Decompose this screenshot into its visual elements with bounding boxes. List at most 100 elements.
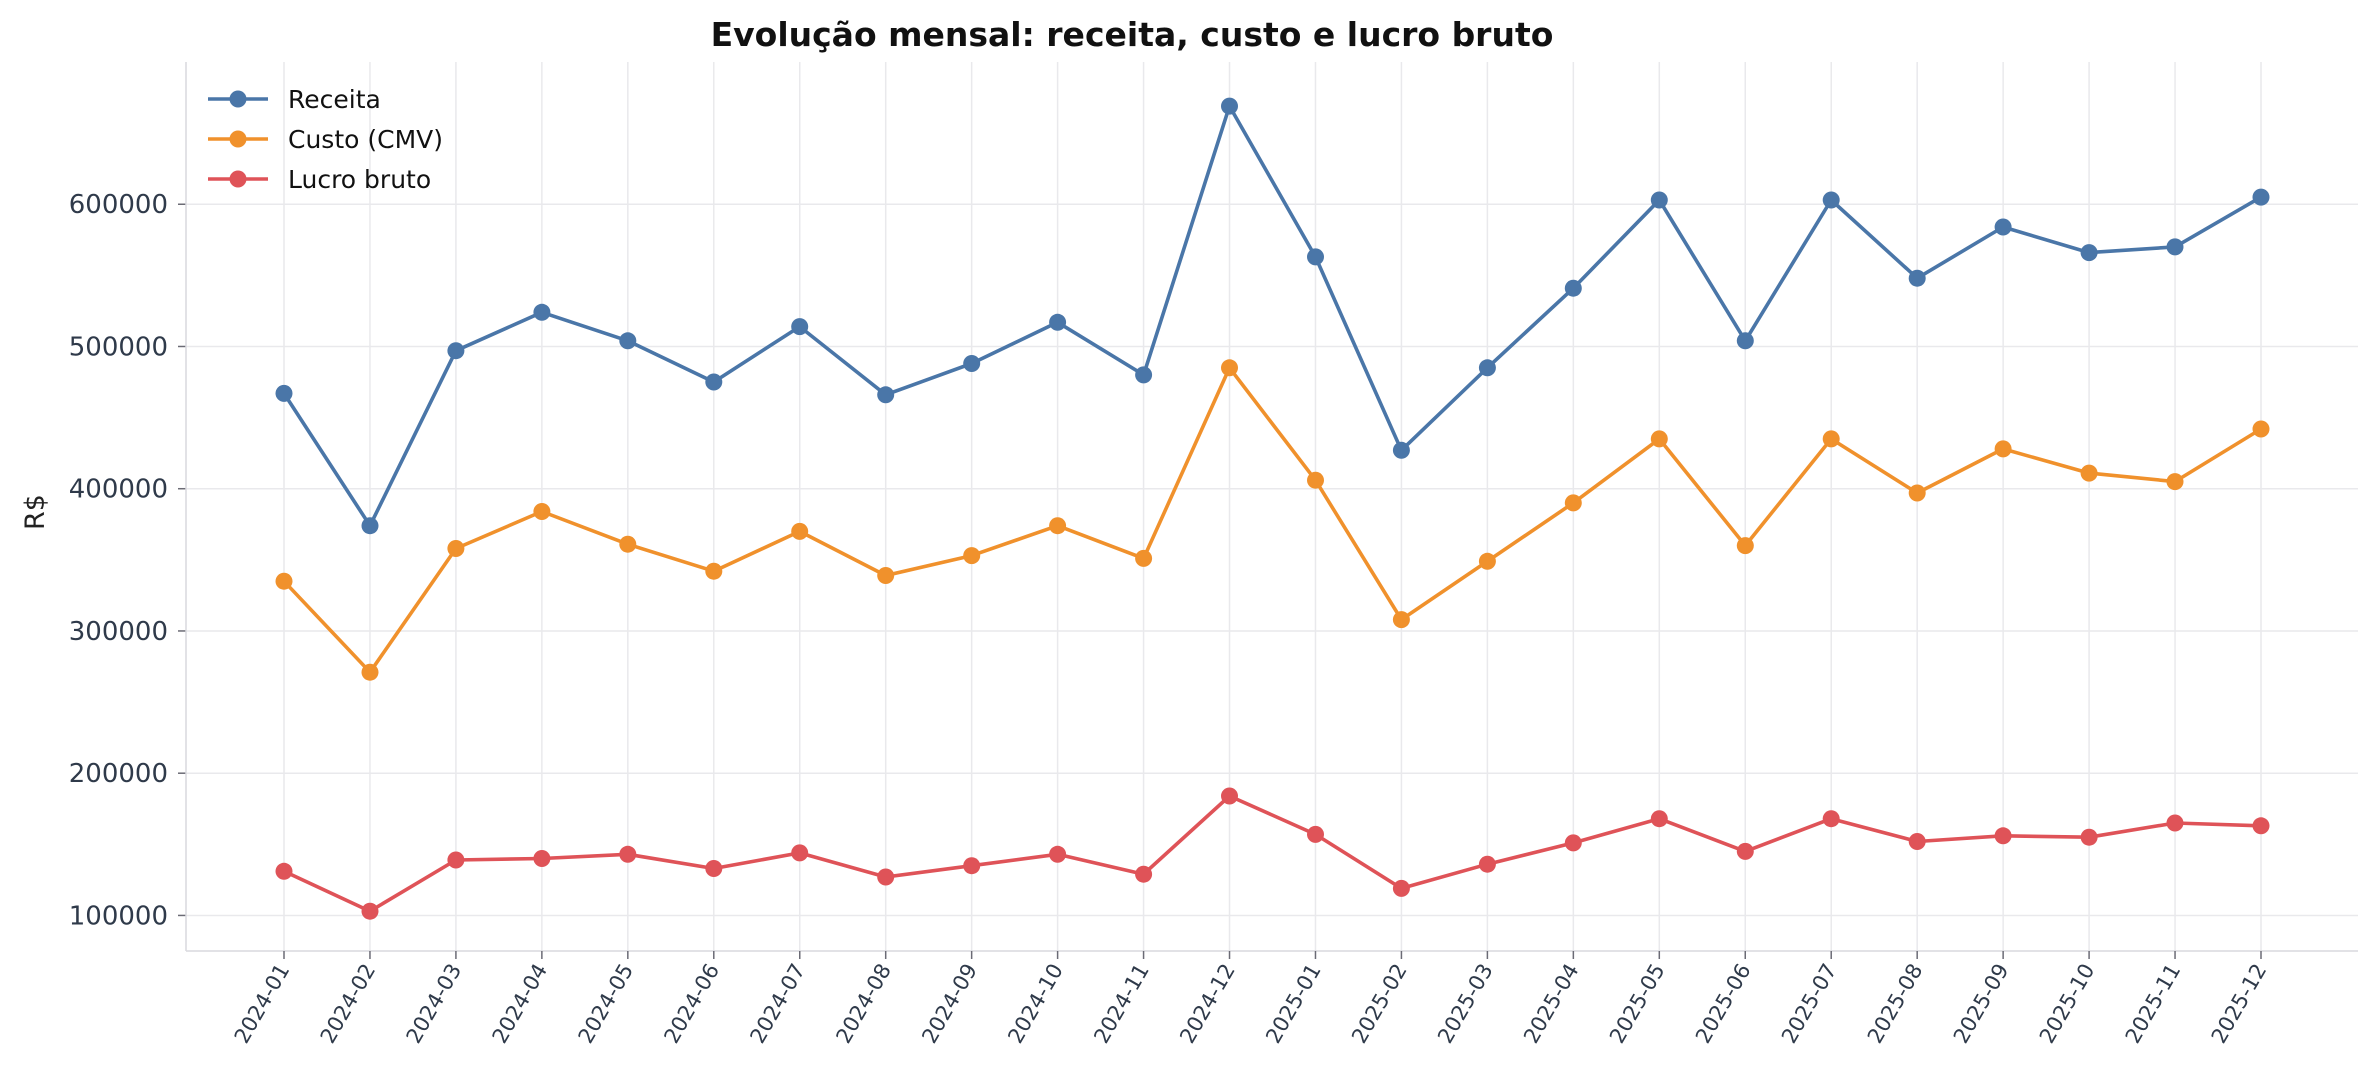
y-tick-label: 600000 (69, 190, 168, 220)
legend-label: Lucro bruto (288, 165, 431, 194)
data-point (619, 845, 637, 863)
x-tick-label: 2025-09 (1949, 959, 2014, 1047)
data-point (1822, 430, 1840, 448)
data-point (1994, 440, 2012, 458)
data-point (361, 902, 379, 920)
data-point (2166, 814, 2184, 832)
x-tick-label: 2024-10 (1003, 960, 1068, 1048)
data-point (1392, 879, 1410, 897)
x-tick-label: 2025-03 (1433, 960, 1498, 1048)
data-point (877, 868, 895, 886)
x-tick-label: 2025-01 (1261, 960, 1326, 1048)
x-tick-label: 2025-11 (2121, 960, 2186, 1048)
data-point (877, 567, 895, 584)
x-tick-label: 2025-10 (2035, 960, 2100, 1048)
data-point (1822, 810, 1840, 828)
y-axis-label: R$ (20, 494, 51, 530)
x-tick-label: 2024-02 (316, 960, 381, 1048)
data-point (447, 342, 465, 360)
data-point (1908, 833, 1926, 850)
x-tick-label: 2025-07 (1777, 960, 1842, 1048)
x-tick-label: 2025-06 (1691, 960, 1756, 1048)
data-point (2166, 473, 2184, 491)
x-tick-label: 2024-08 (831, 960, 896, 1048)
x-tick-label: 2024-05 (573, 960, 638, 1048)
data-point (1307, 471, 1324, 489)
x-tick-label: 2024-03 (402, 960, 467, 1048)
data-point (1564, 834, 1582, 852)
data-point (1736, 537, 1754, 555)
data-point (1049, 845, 1067, 863)
data-point (1908, 484, 1926, 502)
y-tick-label: 200000 (69, 759, 168, 789)
data-point (1392, 611, 1410, 629)
x-tick-label: 2024-09 (917, 959, 982, 1047)
data-point (705, 860, 723, 877)
series-line (283, 794, 2262, 914)
data-point (361, 517, 379, 535)
series-0 (275, 97, 2270, 535)
data-point (1307, 825, 1324, 843)
x-tick-label: 2025-02 (1347, 960, 1412, 1048)
x-tick-label: 2024-01 (230, 960, 295, 1048)
legend: Receita Custo (CMV) Lucro bruto (208, 85, 443, 194)
data-point (2080, 464, 2098, 482)
data-point (963, 355, 981, 372)
y-tick-label: 300000 (69, 617, 168, 647)
series-layer (275, 97, 2270, 920)
x-tick-label: 2025-08 (1863, 960, 1928, 1048)
data-point (533, 850, 551, 867)
data-point (791, 522, 809, 540)
data-point (1135, 366, 1153, 384)
data-point (619, 332, 637, 350)
data-point (1736, 332, 1754, 350)
data-point (1392, 441, 1410, 459)
axes: 100000 200000 300000 400000 500000 600000 2024… (69, 62, 2358, 1047)
data-point (533, 503, 551, 520)
data-point (275, 572, 293, 590)
legend-label: Custo (CMV) (288, 125, 443, 154)
data-point (1478, 552, 1496, 570)
legend-marker (229, 170, 247, 188)
data-point (2252, 420, 2270, 438)
data-point (1135, 865, 1153, 883)
x-tick-label: 2024-12 (1175, 960, 1240, 1048)
data-point (1564, 279, 1582, 297)
legend-item: Custo (CMV) (208, 125, 443, 154)
data-point (2252, 188, 2270, 206)
legend-label: Receita (288, 85, 381, 114)
data-point (1221, 359, 1238, 377)
data-point (705, 562, 723, 580)
data-point (1650, 191, 1668, 209)
legend-item: Receita (208, 85, 381, 114)
chart-title: Evolução mensal: receita, custo e lucro … (711, 15, 1554, 54)
data-point (791, 844, 809, 862)
data-point (1994, 218, 2012, 236)
legend-marker (229, 90, 247, 108)
data-point (1650, 810, 1668, 828)
series-line (282, 365, 2262, 675)
data-point (1478, 359, 1496, 377)
data-point (1049, 517, 1067, 535)
grid (186, 62, 2358, 951)
data-point (1221, 787, 1238, 805)
data-point (791, 318, 809, 336)
data-point (963, 547, 981, 565)
data-point (2166, 238, 2184, 256)
legend-marker (229, 130, 247, 148)
data-point (275, 862, 293, 880)
data-point (361, 663, 379, 681)
data-point (1650, 430, 1668, 448)
data-point (2080, 244, 2098, 262)
data-point (619, 535, 637, 553)
series-1 (275, 359, 2270, 681)
x-tick-label: 2024-06 (659, 960, 724, 1048)
x-tick-label: 2024-07 (745, 960, 810, 1048)
data-point (1307, 248, 1324, 266)
data-point (447, 851, 465, 869)
data-point (705, 373, 723, 391)
data-point (1564, 494, 1582, 512)
x-tick-label: 2025-05 (1605, 960, 1670, 1048)
